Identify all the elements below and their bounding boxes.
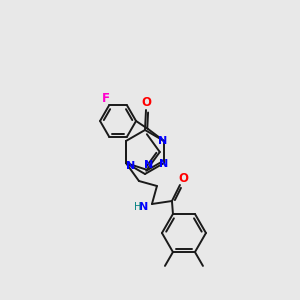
Text: N: N [144,160,154,170]
Text: F: F [102,92,110,105]
Text: H: H [134,202,142,212]
Text: O: O [141,97,151,110]
Text: N: N [158,136,168,146]
Text: N: N [126,161,136,171]
Text: N: N [139,202,148,212]
Text: N: N [159,159,169,169]
Text: O: O [178,172,188,185]
